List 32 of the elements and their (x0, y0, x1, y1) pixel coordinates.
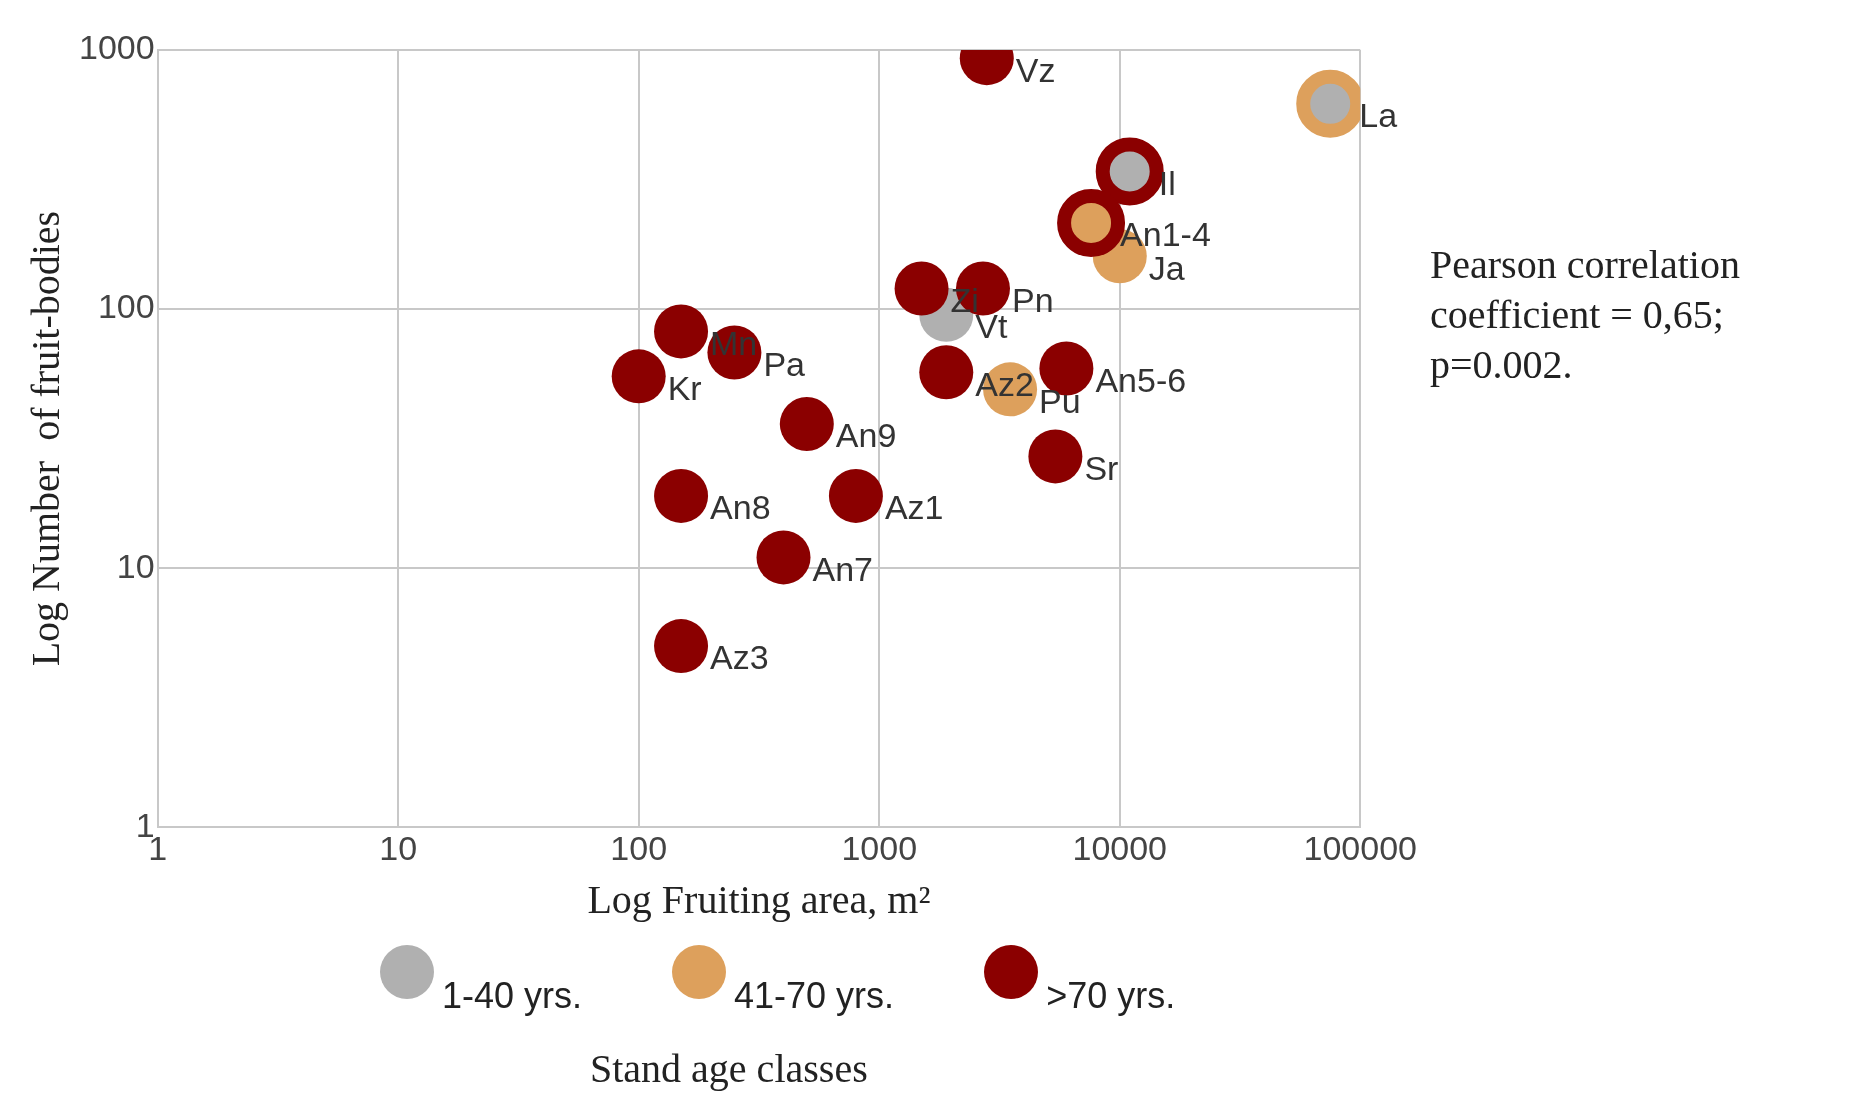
annotation: Az1 (884, 488, 944, 527)
annotation: Vt (975, 307, 1008, 346)
annotation: Pa (763, 344, 806, 383)
annotation: An9 (835, 416, 897, 455)
annotation: Sr (1084, 448, 1119, 487)
legend-label: >70 yrs. (1046, 975, 1176, 1017)
y-tick-label: 1000 (79, 28, 155, 67)
x-axis-title: Log Fruiting area, m² (587, 876, 931, 922)
annotation: Az3 (710, 638, 769, 677)
annotation: Il (1158, 163, 1176, 202)
annotation: La (1359, 96, 1398, 135)
text: Pearson correlation coefficient = 0,65; p=0.002. (1430, 241, 1741, 389)
annotation: Pn (1011, 280, 1054, 319)
y-tick-label: 10 (116, 546, 155, 585)
x-tick-label: 1000 (841, 828, 918, 867)
annotation: Ja (1148, 248, 1185, 287)
annotation: An8 (710, 488, 771, 527)
legend-label: 1-40 yrs. (442, 975, 583, 1017)
x-tick-label: 100 (610, 828, 668, 867)
annotation: Mn (710, 323, 758, 362)
y-axis-title: Log Number of fruit-bodies (22, 210, 68, 667)
legend-title: Stand age classes (590, 1045, 868, 1092)
annotation: Pu (1039, 381, 1081, 420)
x-tick-label: 100000 (1303, 828, 1418, 867)
annotation: An5-6 (1095, 360, 1187, 399)
legend-label: 41-70 yrs. (734, 975, 895, 1017)
annotation: An7 (812, 549, 873, 588)
annotation: Kr (667, 368, 702, 407)
x-tick-label: 10000 (1072, 828, 1168, 867)
y-tick-label: 100 (97, 287, 155, 326)
annotation: Vz (1015, 50, 1056, 89)
x-tick-label: 10 (379, 828, 418, 867)
